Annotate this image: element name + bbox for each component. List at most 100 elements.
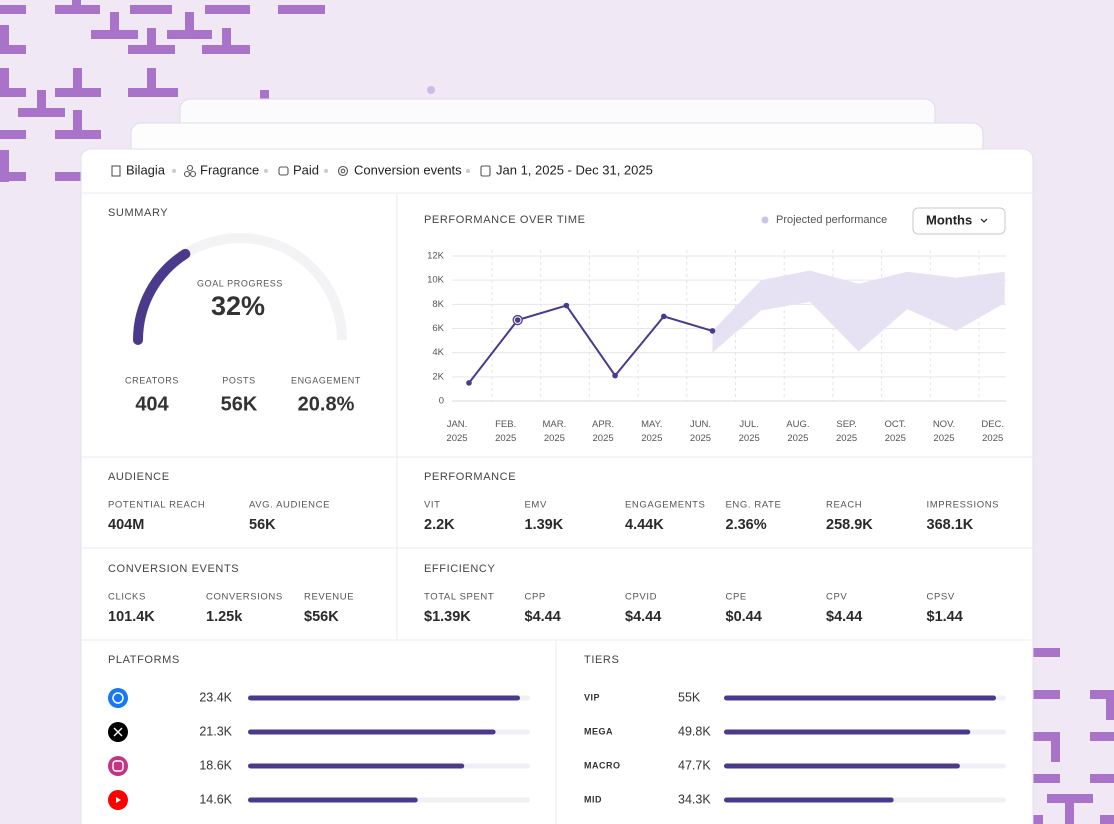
dividers bbox=[81, 192, 1033, 824]
metric-value: $0.44 bbox=[726, 609, 762, 625]
bar bbox=[248, 729, 496, 735]
y-tick-label: 10K bbox=[427, 275, 445, 286]
metric-label: ENG. RATE bbox=[726, 500, 782, 511]
gauge-label: GOAL PROGRESS bbox=[197, 278, 283, 288]
x-tick-year: 2025 bbox=[787, 433, 808, 444]
bar bbox=[724, 763, 960, 769]
bar bbox=[248, 763, 465, 769]
section-title: EFFICIENCY bbox=[424, 563, 495, 575]
x-tick-label: FEB. 2025 bbox=[495, 419, 516, 444]
metric-label: CPE bbox=[726, 592, 747, 603]
bar-label: 47.7K bbox=[678, 758, 711, 772]
metric-label: IMPRESSIONS bbox=[927, 500, 1000, 511]
metric-label: CPV bbox=[826, 592, 847, 603]
x-tick-year: 2025 bbox=[593, 433, 614, 444]
metric-label: EMV bbox=[525, 500, 547, 511]
x-tick-year: 2025 bbox=[544, 433, 565, 444]
x-tick-month: OCT. bbox=[884, 419, 906, 430]
bar-label: 23.4K bbox=[199, 690, 232, 704]
metric-label: POTENTIAL REACH bbox=[108, 500, 205, 511]
metric-label: CONVERSIONS bbox=[206, 592, 283, 603]
dropdown-label[interactable]: Months bbox=[926, 212, 972, 227]
x-tick-label: SEP. 2025 bbox=[836, 419, 857, 444]
metric-label: AVG. AUDIENCE bbox=[249, 500, 330, 511]
bar-label: 49.8K bbox=[678, 724, 711, 738]
x-tick-month: JAN. bbox=[447, 419, 468, 430]
section-title: SUMMARY bbox=[108, 207, 168, 219]
x-tick-month: JUN. bbox=[690, 419, 711, 430]
metric-value: 368.1K bbox=[927, 517, 974, 533]
bar bbox=[248, 797, 418, 803]
metric-value: 258.9K bbox=[826, 517, 873, 533]
breadcrumb-item: Paid bbox=[293, 162, 319, 177]
x-tick-year: 2025 bbox=[495, 433, 516, 444]
section-title: AUDIENCE bbox=[108, 471, 170, 483]
y-tick-label: 4K bbox=[432, 347, 444, 358]
bar bbox=[248, 695, 520, 701]
legend-swatch bbox=[761, 216, 769, 224]
breadcrumb-item: Bilagia bbox=[126, 162, 166, 177]
bar bbox=[724, 797, 894, 803]
stat-label: CREATORS bbox=[125, 375, 179, 385]
x-tick-month: DEC. bbox=[981, 419, 1004, 430]
metric-value: $4.44 bbox=[826, 609, 862, 625]
bar-label: 55K bbox=[678, 690, 701, 704]
platform-icon bbox=[108, 756, 128, 776]
x-tick-year: 2025 bbox=[739, 433, 760, 444]
x-tick-label: JUL. 2025 bbox=[739, 419, 760, 444]
x-tick-year: 2025 bbox=[933, 433, 954, 444]
section-title: TIERS bbox=[584, 654, 619, 666]
gauge-value: 32% bbox=[211, 291, 265, 321]
point bbox=[466, 380, 472, 386]
bar-label: 18.6K bbox=[199, 758, 232, 772]
metric-label: CPVID bbox=[625, 592, 657, 603]
metric-value: 1.39K bbox=[525, 517, 564, 533]
x-tick-label: NOV. 2025 bbox=[933, 419, 955, 444]
metric-label: CPSV bbox=[927, 592, 955, 603]
breadcrumb-icons bbox=[111, 164, 491, 178]
x-tick-month: NOV. bbox=[933, 419, 955, 430]
chevron[interactable] bbox=[980, 218, 988, 223]
section-title: PLATFORMS bbox=[108, 654, 180, 666]
icon-glyph bbox=[112, 760, 124, 772]
legend-label: Projected performance bbox=[776, 214, 887, 226]
bar bbox=[724, 695, 996, 701]
x-tick-year: 2025 bbox=[641, 433, 662, 444]
metric-label: REACH bbox=[826, 500, 862, 511]
dropdown-box[interactable] bbox=[912, 207, 1006, 235]
x-tick-month: APR. bbox=[592, 419, 614, 430]
breadcrumb-item: Fragrance bbox=[200, 162, 259, 177]
x-tick-year: 2025 bbox=[836, 433, 857, 444]
y-tick-label: 6K bbox=[432, 323, 444, 334]
stat-value: 56K bbox=[221, 393, 258, 415]
stat-value: 20.8% bbox=[298, 393, 355, 415]
metric-value: 101.4K bbox=[108, 609, 155, 625]
metric-label: ENGAGEMENTS bbox=[625, 500, 706, 511]
x-tick-label: MAR. 2025 bbox=[543, 419, 567, 444]
icon-glyph bbox=[116, 797, 121, 803]
metric-value: 56K bbox=[249, 517, 276, 533]
gauge-progress bbox=[133, 248, 191, 345]
y-tick-label: 12K bbox=[427, 251, 445, 262]
metric-value: $4.44 bbox=[625, 609, 661, 625]
y-tick-label: 0 bbox=[439, 396, 444, 407]
metric-value: 2.36% bbox=[726, 517, 767, 533]
metric-label: CPP bbox=[525, 592, 546, 603]
x-tick-year: 2025 bbox=[982, 433, 1003, 444]
bar-label: 34.3K bbox=[678, 792, 711, 806]
icon-glyph bbox=[112, 692, 124, 704]
x-tick-month: MAY. bbox=[641, 419, 662, 430]
metric-label: TOTAL SPENT bbox=[424, 592, 494, 603]
point bbox=[612, 372, 618, 379]
stat-label: POSTS bbox=[222, 375, 256, 385]
x-tick-year: 2025 bbox=[690, 433, 711, 444]
x-tick-label: JUN. 2025 bbox=[690, 419, 711, 444]
breadcrumb-item: Jan 1, 2025 - Dec 31, 2025 bbox=[496, 162, 653, 177]
chart-title: PERFORMANCE OVER TIME bbox=[424, 214, 586, 226]
point bbox=[563, 302, 570, 309]
metric-value: 4.44K bbox=[625, 517, 664, 533]
period-dropdown[interactable]: Months bbox=[912, 207, 1006, 235]
point bbox=[709, 328, 716, 334]
